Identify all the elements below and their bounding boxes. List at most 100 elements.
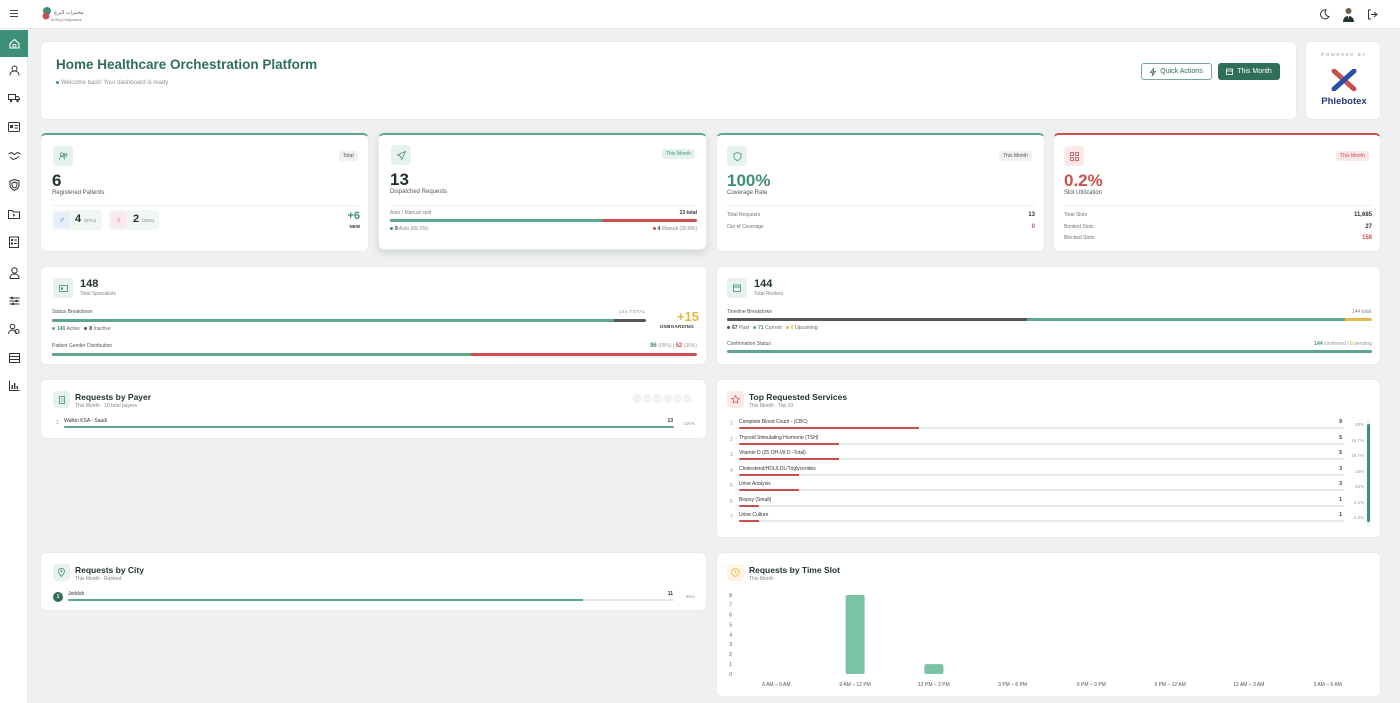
female-pct: (33%)	[142, 218, 155, 223]
services-scroll-thumb[interactable]	[1367, 424, 1370, 522]
brand-logo[interactable]: مختبرات البرج Al Borg Diagnostics	[41, 5, 89, 25]
sidebar-item-patients[interactable]	[0, 57, 28, 84]
sidebar-item-partners[interactable]	[0, 142, 28, 169]
payer-name: Walkin KSA - Saudi	[64, 418, 108, 424]
service-rank: 1	[730, 421, 733, 427]
service-pct: 10%	[1354, 484, 1364, 489]
new-patients-value: +6	[347, 210, 360, 222]
y-tick-label: 5	[729, 622, 732, 628]
services-scrollbar[interactable]	[1367, 420, 1370, 526]
handshake-icon	[7, 151, 21, 160]
bolt-icon	[1150, 67, 1157, 76]
city-rank: 1	[53, 592, 63, 602]
pending-label: pending	[1354, 341, 1372, 347]
service-pct: 10%	[1354, 468, 1364, 474]
avatar[interactable]	[1342, 7, 1355, 22]
patients-icon-box	[53, 146, 73, 166]
sidebar-item-home[interactable]	[0, 30, 28, 57]
current-fill	[1027, 318, 1346, 321]
x-tick-label: 12 AM – 3 AM	[1233, 682, 1264, 688]
coverage-label: Coverage Rate	[727, 190, 768, 196]
sidebar-item-orders[interactable]	[0, 228, 28, 255]
service-fill	[739, 489, 799, 491]
sidebar-item-users[interactable]	[0, 315, 28, 342]
total-requests-value: 13	[1028, 212, 1035, 218]
list-icon	[8, 352, 20, 363]
city-title: Requests by City	[75, 565, 144, 575]
service-pct: 3.3%	[1353, 499, 1364, 505]
bar[interactable]	[924, 664, 944, 674]
rosters-value: 144	[754, 278, 773, 290]
timeline-label: Timeline Breakdown	[727, 309, 773, 315]
powered-by-label: POWERED BY	[1321, 52, 1367, 57]
powered-by-card: POWERED BY Phlebotex	[1305, 41, 1381, 120]
service-row[interactable]: 5 Urine Analysis 3 10%	[717, 480, 1377, 494]
logout-icon[interactable]	[1367, 9, 1378, 20]
confirmation-bar	[727, 350, 1372, 353]
bar[interactable]	[845, 595, 865, 674]
y-tick-label: 4	[729, 632, 732, 638]
auto-dot	[390, 227, 393, 231]
this-month-button[interactable]: This Month	[1218, 63, 1280, 80]
sidebar-item-documents[interactable]	[0, 200, 28, 227]
timeline-bar	[727, 318, 1372, 321]
services-card: Top Requested Services This Month · Top …	[716, 379, 1381, 538]
city-row[interactable]: 1 Jeddah 11 85%	[41, 590, 708, 604]
quick-actions-button[interactable]: Quick Actions	[1141, 63, 1212, 80]
coverage-card: This Month 100% Coverage Rate Total Requ…	[716, 133, 1045, 252]
male-pct: (67%)	[84, 218, 97, 223]
payer-rank: 1	[56, 420, 59, 426]
sidebar-item-coverage[interactable]	[0, 171, 28, 198]
sidebar-item-reports[interactable]	[0, 372, 28, 399]
this-month-label: This Month	[1237, 68, 1272, 75]
service-row[interactable]: 2 Thyroid Stimulating Hormone (TSH) 5 16.7%	[717, 434, 1377, 448]
service-row[interactable]: 6 Biopsy (Small) 1 3.3%	[717, 496, 1377, 510]
timeslot-subtitle: This Month	[749, 576, 774, 582]
service-row[interactable]: 1 Complete Blood Count - (CBC) 9 30%	[717, 418, 1377, 432]
sidebar-item-dispatch[interactable]	[0, 84, 28, 111]
dispatched-badge: This Month	[662, 149, 695, 159]
sidebar-item-lists[interactable]	[0, 344, 28, 371]
service-bar	[739, 473, 1344, 476]
service-name: Urine Analysis	[739, 481, 771, 487]
logo-arabic: مختبرات البرج	[54, 10, 84, 16]
folder-icon	[8, 209, 20, 219]
status-legend: 140 Active 8 Inactive	[52, 326, 111, 332]
male-fill	[52, 353, 472, 356]
service-pct: 30%	[1354, 422, 1364, 427]
quick-actions-label: Quick Actions	[1160, 68, 1203, 75]
sidebar-item-specialists[interactable]	[0, 259, 28, 286]
payer-row[interactable]: 1 Walkin KSA - Saudi 13 100%	[41, 417, 708, 431]
sliders-icon	[9, 296, 19, 305]
sidebar-item-staff[interactable]	[0, 113, 28, 140]
service-row[interactable]: 7 Urine Culture 1 3.3%	[717, 511, 1377, 525]
calendar-icon	[1226, 68, 1234, 75]
coverage-icon-box	[727, 146, 747, 166]
manual-count: 4	[657, 226, 661, 232]
menu-icon[interactable]	[10, 10, 18, 17]
service-name: Vitamin D (25 OH-Vit D -Total)	[739, 450, 806, 456]
city-icon-box	[53, 564, 70, 581]
split-label: Auto / Manual split	[390, 210, 432, 216]
auto-count: 9	[395, 226, 398, 232]
welcome-label: Welcome back! Your dashboard is ready	[61, 80, 169, 86]
service-row[interactable]: 4 Cholesterol/HDL/LDL/Triglycerides 3 10%	[717, 465, 1377, 479]
y-tick-label: 3	[729, 642, 732, 648]
blocked-slots-value: 158	[1361, 235, 1372, 241]
dispatched-icon-box	[391, 145, 411, 165]
gender-female-pct: (35%)	[683, 343, 697, 349]
service-row[interactable]: 3 Vitamin D (25 OH-Vit D -Total) 5 16.7%	[717, 449, 1377, 463]
service-value: 3	[1339, 481, 1342, 487]
sidebar-item-settings[interactable]	[0, 287, 28, 314]
user-icon	[9, 65, 19, 76]
services-subtitle: This Month · Top 10	[749, 403, 794, 409]
past-label: Past	[738, 325, 749, 331]
page-title: Home Healthcare Orchestration Platform	[56, 57, 318, 72]
female-count: 2	[133, 213, 140, 225]
auto-legend: 9 Auto (69.2%)	[390, 226, 428, 232]
moon-icon[interactable]	[1319, 9, 1330, 20]
confirmed-label: confirmed	[1324, 341, 1346, 347]
star-icon	[731, 395, 740, 404]
city-fill	[68, 599, 584, 601]
status-bar	[52, 319, 646, 322]
